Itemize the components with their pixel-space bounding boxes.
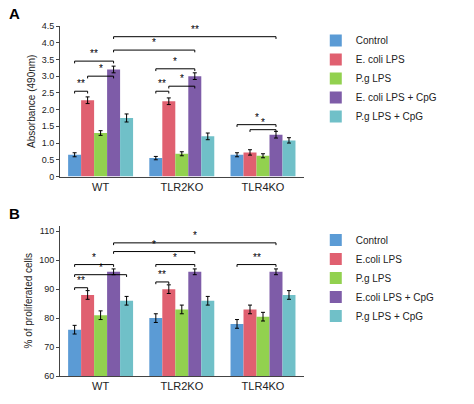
svg-text:2.0: 2.0: [42, 105, 55, 115]
svg-text:3.5: 3.5: [42, 55, 55, 65]
svg-text:1.5: 1.5: [42, 121, 55, 131]
svg-text:2.5: 2.5: [42, 88, 55, 98]
svg-text:TLR2KO: TLR2KO: [160, 181, 203, 193]
svg-text:0: 0: [49, 172, 54, 182]
svg-text:**: **: [90, 48, 98, 59]
svg-text:*: *: [152, 239, 156, 250]
svg-text:TLR2KO: TLR2KO: [160, 380, 203, 392]
svg-text:*: *: [255, 112, 259, 123]
svg-text:*: *: [92, 252, 96, 263]
svg-text:E.coli LPS: E.coli LPS: [356, 254, 402, 265]
svg-text:WT: WT: [92, 181, 109, 193]
svg-text:E. coli LPS: E. coli LPS: [356, 54, 405, 65]
svg-text:90: 90: [44, 284, 54, 294]
svg-text:**: **: [77, 78, 85, 89]
svg-text:*: *: [99, 63, 103, 74]
svg-text:**: **: [158, 269, 166, 280]
svg-text:B: B: [9, 205, 20, 222]
svg-text:110: 110: [40, 226, 54, 236]
svg-text:Control: Control: [356, 35, 388, 46]
svg-text:*: *: [152, 37, 156, 48]
svg-text:*: *: [261, 117, 265, 128]
svg-text:**: **: [158, 78, 166, 89]
svg-text:4.5: 4.5: [42, 21, 55, 31]
svg-text:0.5: 0.5: [42, 155, 55, 165]
svg-text:3.0: 3.0: [42, 71, 55, 81]
svg-text:% of proliferated cells: % of proliferated cells: [23, 253, 34, 349]
svg-text:*: *: [193, 230, 197, 241]
svg-text:E.coli LPS + CpG: E.coli LPS + CpG: [356, 292, 434, 303]
svg-text:*: *: [180, 73, 184, 84]
svg-text:80: 80: [44, 313, 54, 323]
svg-text:E. coli LPS + CpG: E. coli LPS + CpG: [356, 92, 437, 103]
svg-text:100: 100: [39, 255, 54, 265]
svg-text:TLR4KO: TLR4KO: [242, 181, 285, 193]
svg-text:*: *: [99, 262, 103, 273]
svg-text:A: A: [9, 5, 20, 22]
svg-text:WT: WT: [92, 380, 109, 392]
svg-text:4.0: 4.0: [42, 38, 55, 48]
svg-text:*: *: [173, 252, 177, 263]
svg-text:**: **: [77, 275, 85, 286]
svg-text:P.g LPS: P.g LPS: [356, 73, 392, 84]
svg-text:P.g LPS + CpG: P.g LPS + CpG: [356, 311, 424, 322]
svg-text:P.g LPS + CpG: P.g LPS + CpG: [356, 111, 424, 122]
svg-text:70: 70: [44, 342, 54, 352]
svg-text:**: **: [191, 24, 199, 35]
svg-text:*: *: [173, 56, 177, 67]
svg-text:P.g LPS: P.g LPS: [356, 273, 392, 284]
svg-text:**: **: [253, 252, 261, 263]
svg-text:TLR4KO: TLR4KO: [242, 380, 285, 392]
svg-text:Absorbance (490nm): Absorbance (490nm): [26, 55, 37, 148]
svg-text:60: 60: [44, 371, 54, 381]
svg-text:1.0: 1.0: [42, 138, 55, 148]
svg-text:Control: Control: [356, 235, 388, 246]
